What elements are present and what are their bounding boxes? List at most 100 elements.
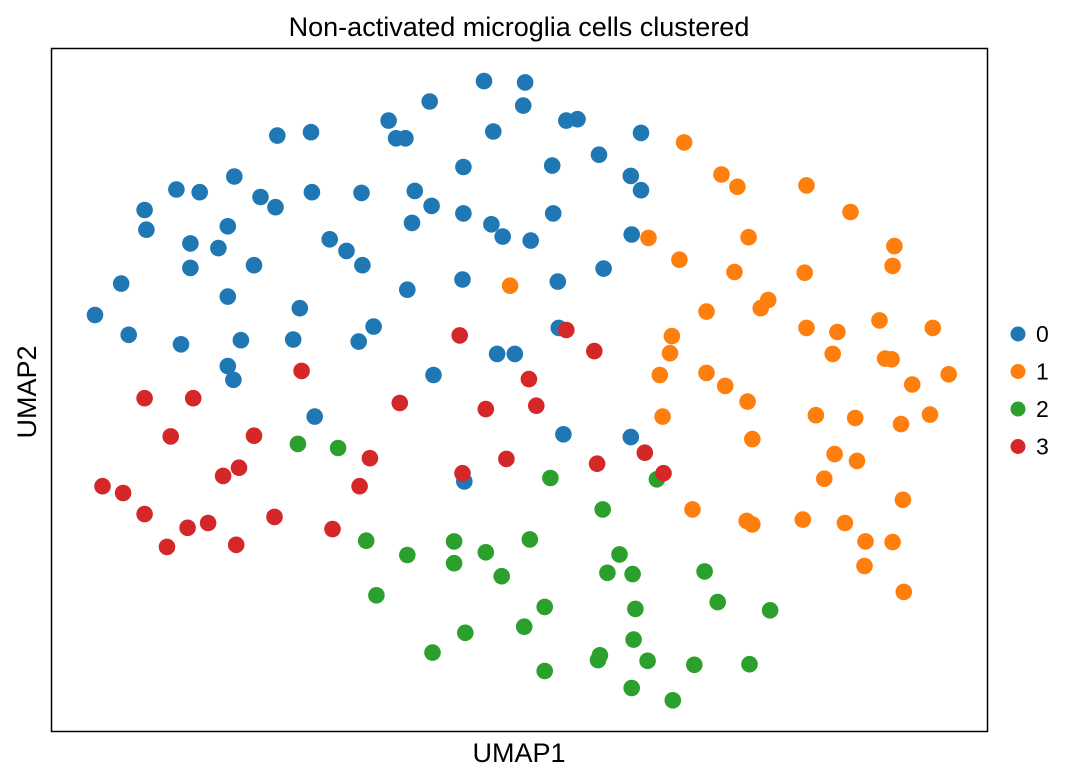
cluster-0-point <box>182 259 199 277</box>
cluster-3-point <box>230 459 248 477</box>
cluster-2-point <box>594 501 611 518</box>
cluster-3-point <box>179 519 196 537</box>
cluster-1-point <box>883 351 900 368</box>
cluster-2-point <box>686 656 703 674</box>
cluster-0-point <box>622 428 640 446</box>
cluster-0-point <box>494 228 512 245</box>
cluster-1-point <box>798 319 815 337</box>
cluster-0-point <box>423 197 440 215</box>
legend-item-3: 3 <box>1010 434 1049 460</box>
cluster-1-point <box>857 533 874 550</box>
cluster-2-point <box>624 565 641 583</box>
cluster-0-point <box>353 184 370 202</box>
cluster-2-point <box>399 546 416 564</box>
cluster-3-point <box>477 400 495 418</box>
cluster-3-point <box>293 362 310 380</box>
cluster-2-point <box>536 662 553 680</box>
cluster-1-point <box>894 491 912 509</box>
cluster-0-point <box>622 167 640 185</box>
cluster-1-point <box>501 277 519 295</box>
cluster-0-point <box>399 281 416 299</box>
cluster-0-point <box>219 288 237 305</box>
cluster-3-point <box>227 536 245 554</box>
cluster-0-point <box>516 74 534 91</box>
cluster-1-point <box>752 299 769 317</box>
cluster-0-point <box>303 183 321 201</box>
cluster-3-point <box>351 477 368 495</box>
cluster-3-point <box>324 520 341 538</box>
cluster-0-point <box>623 226 640 243</box>
cluster-1-point <box>744 430 761 448</box>
cluster-0-point <box>245 256 263 274</box>
legend: 0 1 2 3 <box>1010 321 1049 460</box>
legend-label-1: 1 <box>1036 359 1049 385</box>
cluster-2-point <box>542 469 559 487</box>
cluster-2-point <box>761 602 779 619</box>
cluster-3-point <box>214 467 232 485</box>
legend-label-2: 2 <box>1036 396 1049 422</box>
cluster-0-point <box>569 110 586 128</box>
cluster-2-point <box>625 631 642 648</box>
cluster-0-point <box>210 239 227 257</box>
cluster-1-point <box>892 415 910 433</box>
cluster-0-point <box>555 426 572 443</box>
legend-label-0: 0 <box>1036 321 1049 347</box>
cluster-3-point <box>162 428 179 445</box>
cluster-2-point <box>696 563 713 580</box>
legend-marker-0 <box>1010 326 1026 342</box>
cluster-0-point <box>365 318 382 335</box>
legend-label-3: 3 <box>1036 434 1049 460</box>
cluster-0-point <box>421 93 439 110</box>
cluster-3-point <box>136 505 153 523</box>
cluster-1-point <box>895 583 913 601</box>
cluster-0-point <box>291 299 309 317</box>
cluster-0-point <box>321 231 339 248</box>
cluster-2-point <box>329 439 347 457</box>
cluster-3-point <box>158 538 176 556</box>
cluster-1-point <box>661 344 679 362</box>
cluster-2-point <box>664 692 682 709</box>
cluster-0-point <box>302 123 320 141</box>
cluster-1-points <box>501 134 957 601</box>
legend-marker-2 <box>1010 401 1026 417</box>
cluster-1-point <box>826 445 843 463</box>
cluster-0-point <box>488 345 506 363</box>
cluster-0-point <box>219 218 237 235</box>
cluster-3-point <box>136 389 153 407</box>
cluster-2-point <box>515 618 533 635</box>
legend-item-2: 2 <box>1010 396 1049 422</box>
cluster-1-point <box>651 366 669 384</box>
cluster-3-point <box>184 389 202 407</box>
cluster-3-point <box>94 477 111 495</box>
cluster-0-point <box>543 157 561 174</box>
cluster-2-point <box>368 587 385 604</box>
cluster-3-point <box>588 455 606 473</box>
cluster-0-point <box>191 183 208 201</box>
cluster-0-point <box>483 216 500 233</box>
cluster-0-point <box>632 181 650 199</box>
cluster-2-points <box>289 435 779 709</box>
cluster-1-point <box>921 406 939 423</box>
cluster-2-point <box>599 564 616 582</box>
cluster-1-point <box>829 323 846 341</box>
cluster-3-point <box>498 450 515 468</box>
cluster-0-point <box>485 123 502 140</box>
cluster-0-point <box>380 112 397 129</box>
cluster-1-point <box>856 557 873 575</box>
cluster-2-point <box>639 652 656 670</box>
cluster-1-point <box>886 237 903 255</box>
cluster-1-point <box>846 409 864 427</box>
cluster-0-point <box>226 168 243 185</box>
cluster-1-point <box>713 166 730 183</box>
cluster-1-point <box>816 470 833 488</box>
legend-marker-3 <box>1010 439 1026 454</box>
cluster-0-point <box>544 205 562 222</box>
cluster-2-point <box>627 600 644 618</box>
cluster-0-point <box>425 366 442 384</box>
cluster-1-point <box>675 134 693 151</box>
cluster-2-point <box>457 624 474 642</box>
cluster-3-point <box>114 484 132 502</box>
legend-item-0: 0 <box>1010 321 1049 347</box>
cluster-1-point <box>744 516 761 533</box>
cluster-0-point <box>306 408 324 425</box>
